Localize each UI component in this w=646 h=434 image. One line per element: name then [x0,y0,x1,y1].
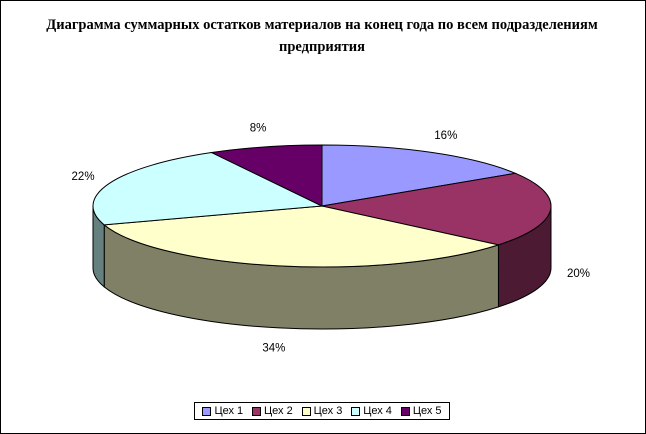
legend-item-1: Цех 1 [202,405,243,417]
pie-tops [92,144,552,268]
legend-label: Цех 5 [412,405,442,417]
pie-label-2: 20% [567,268,590,280]
legend-swatch [301,406,311,416]
legend: Цех 1 Цех 2 Цех 3 Цех 4 Цех 5 [194,402,450,420]
legend-label: Цех 3 [313,405,343,417]
legend-item-4: Цех 4 [351,405,392,417]
pie-slice-4 [92,152,324,226]
pie-slice-5 [209,144,323,207]
chart-title: Диаграмма суммарных остатков материалов … [46,17,598,55]
pie-label-4: 22% [72,171,95,183]
legend-item-2: Цех 2 [252,405,293,417]
legend-item-3: Цех 3 [301,405,343,417]
pie-label-3: 34% [262,343,285,355]
pie-label-5: 8% [250,123,267,135]
legend-label: Цех 4 [363,405,392,417]
legend-label: Цех 1 [214,405,244,417]
legend-swatch [400,406,410,416]
pie-slice-1 [321,144,518,207]
legend-item-5: Цех 5 [400,405,442,417]
legend-swatch [351,406,361,416]
legend-swatch [252,406,262,416]
legend-swatch [202,406,212,416]
pie-labels: 16% 20% 34% 22% 8% [72,123,590,355]
pie-slice-2 [321,172,552,246]
pie-slice-3 [102,205,501,268]
pie-label-1: 16% [434,130,457,142]
legend-label: Цех 2 [264,405,293,417]
